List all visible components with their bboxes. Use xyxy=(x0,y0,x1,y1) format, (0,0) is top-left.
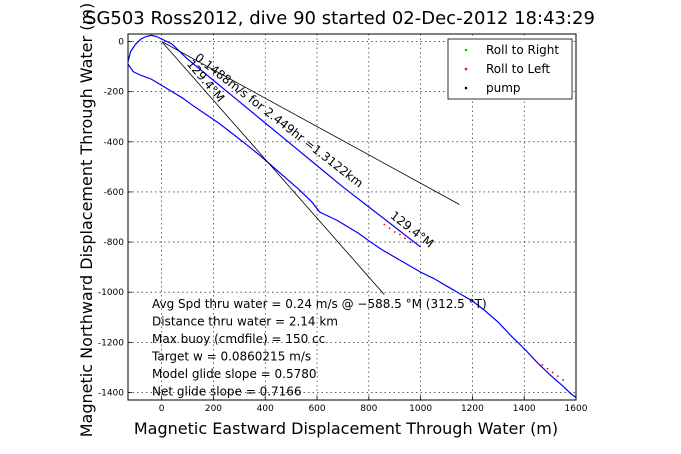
stat-line: Net glide slope = 0.7166 xyxy=(152,385,302,399)
roll-left-point xyxy=(556,375,559,378)
chart-title: SG503 Ross2012, dive 90 started 02-Dec-2… xyxy=(85,8,595,29)
x-axis-label: Magnetic Eastward Displacement Through W… xyxy=(134,419,558,438)
roll-left-point xyxy=(546,367,549,370)
x-tick-label: 1600 xyxy=(565,404,588,414)
y-tick-label: -800 xyxy=(104,238,125,248)
axes-box xyxy=(127,33,577,401)
x-tick-label: 1200 xyxy=(461,404,484,414)
y-tick-label: -600 xyxy=(104,188,125,198)
y-tick-label: -400 xyxy=(104,138,125,148)
roll-left-point xyxy=(409,241,412,243)
y-tick-label: -1400 xyxy=(98,388,124,398)
series-line xyxy=(127,63,577,398)
legend-marker xyxy=(464,67,468,71)
x-tick-label: 1000 xyxy=(409,404,432,414)
roll-left-point xyxy=(551,371,554,374)
x-tick-label: 0 xyxy=(159,404,165,414)
legend-marker xyxy=(464,86,468,90)
x-tick-label: 600 xyxy=(308,404,325,414)
y-axis-label: Magnetic Northward Displacement Through … xyxy=(77,3,96,438)
y-tick-label: -200 xyxy=(104,88,125,98)
roll-left-point xyxy=(388,227,391,230)
stat-line: Avg Spd thru water = 0.24 m/s @ −588.5 °… xyxy=(152,297,487,311)
y-tick-label: -1200 xyxy=(98,338,124,348)
legend-marker xyxy=(464,48,468,52)
roll-left-point xyxy=(393,231,396,233)
x-tick-label: 400 xyxy=(257,404,274,414)
y-tick-label: -1000 xyxy=(98,288,124,298)
roll-left-point xyxy=(541,364,544,366)
stat-line: Max buoy (cmdfile) = 150 cc xyxy=(152,332,325,346)
x-tick-label: 200 xyxy=(205,404,222,414)
stat-line: Distance thru water = 2.14 km xyxy=(152,315,338,329)
stat-line: Target w = 0.0860215 m/s xyxy=(151,350,311,364)
roll-left-point xyxy=(562,379,564,381)
series-line xyxy=(127,34,173,62)
legend-box xyxy=(447,38,573,100)
roll-left-point xyxy=(404,237,406,240)
series-line xyxy=(161,41,460,205)
series-line xyxy=(161,41,385,295)
x-tick-label: 800 xyxy=(360,404,377,414)
series-line xyxy=(171,43,421,248)
legend: Roll to Right Roll to Left pump xyxy=(447,38,573,100)
x-tick-label: 1400 xyxy=(513,404,536,414)
roll-left-point xyxy=(536,361,539,364)
roll-left-point xyxy=(399,233,401,236)
legend-label: Roll to Left xyxy=(486,62,550,76)
stat-line: Model glide slope = 0.5780 xyxy=(152,367,317,381)
legend-label: pump xyxy=(486,81,521,95)
plot-area: 0 200 400 600 800 1000 1200 1400 1600 0 -200 -400 -6… xyxy=(98,33,588,414)
roll-left-point xyxy=(383,223,386,226)
y-tick-label: 0 xyxy=(118,38,124,48)
legend-label: Roll to Right xyxy=(486,43,559,57)
